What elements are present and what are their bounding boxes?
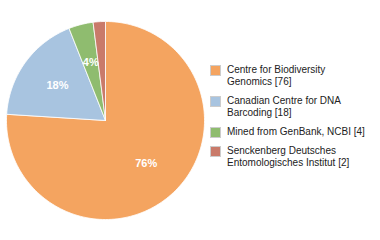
svg-text:18%: 18% bbox=[46, 79, 68, 91]
svg-text:4%: 4% bbox=[83, 56, 99, 68]
html-text:Canadian Centre for DNA Barcod: Canadian Centre for DNA Barcoding [18] bbox=[227, 95, 341, 118]
html-text:Mined from GenBank, NCBI [4]: Mined from GenBank, NCBI [4] bbox=[227, 126, 365, 137]
html-text:Centre for Biodiversity Genomi: Centre for Biodiversity Genomics [76] bbox=[227, 64, 326, 87]
svg-text:76%: 76% bbox=[135, 157, 157, 169]
html-text:Senckenberg Deutsches Entomolo: Senckenberg Deutsches Entomologisches In… bbox=[227, 145, 350, 168]
